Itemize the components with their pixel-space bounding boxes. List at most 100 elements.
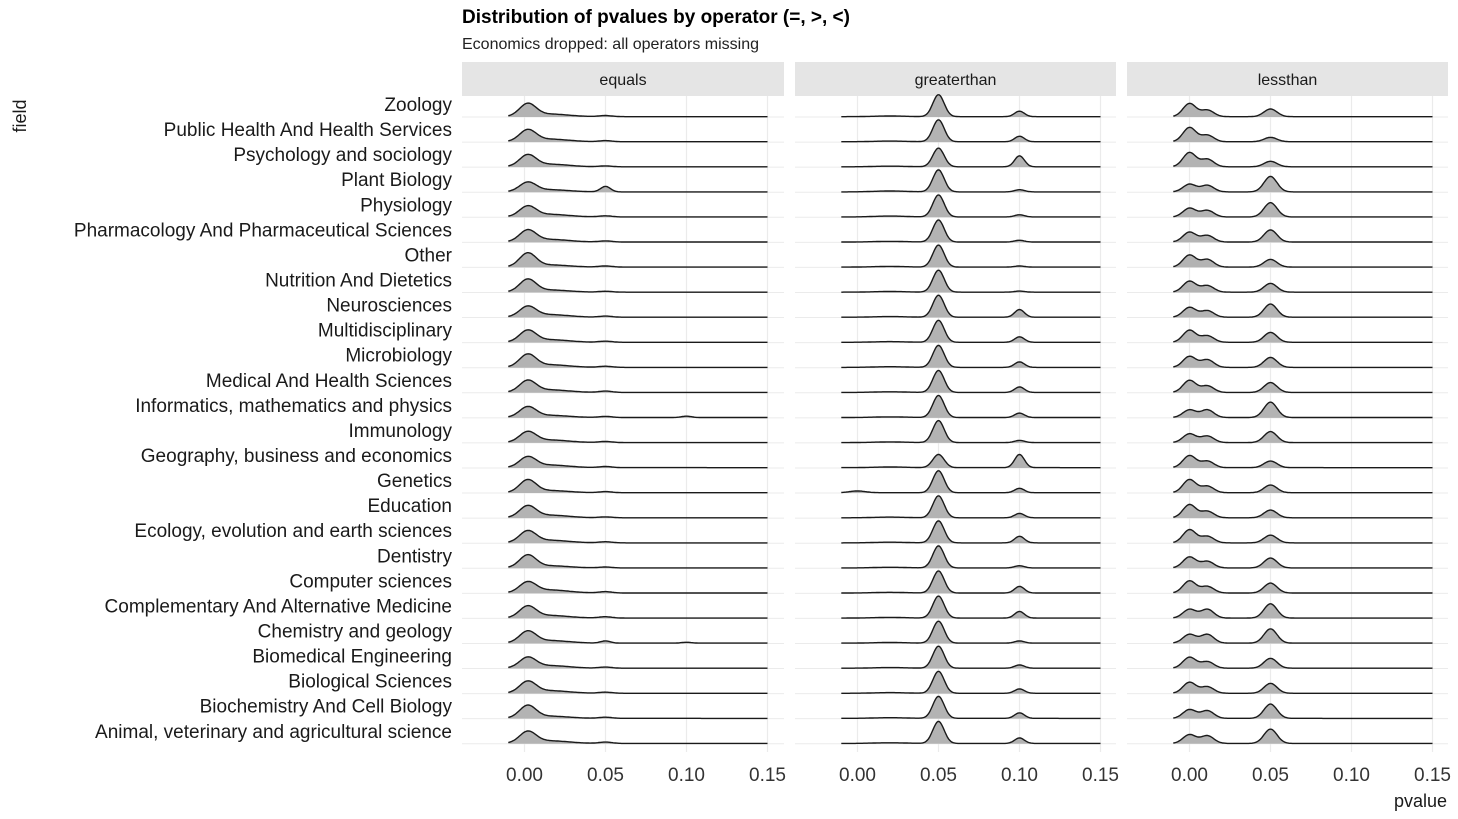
ridge-area-equals-16: [508, 505, 768, 519]
ridge-line-greaterthan-8: [841, 294, 1101, 318]
ridge-line-equals-6: [508, 252, 768, 268]
ridge-area-greaterthan-8: [841, 295, 1101, 318]
ridge-area-greaterthan-22: [841, 646, 1101, 669]
row-label: Biological Sciences: [288, 672, 452, 693]
ridge-line-equals-9: [508, 329, 768, 343]
ridge-line-lessthan-2: [1173, 151, 1433, 168]
ridge-area-lessthan-18: [1173, 556, 1433, 569]
y-axis-title: field: [10, 99, 30, 132]
ridge-area-lessthan-13: [1173, 431, 1433, 443]
ridge-line-lessthan-5: [1173, 229, 1433, 243]
row-label: Other: [404, 245, 452, 266]
facet-strip-background: [795, 62, 1116, 96]
x-tick-label: 0.00: [506, 765, 543, 786]
ridge-line-greaterthan-12: [841, 394, 1101, 419]
ridge-line-lessthan-19: [1173, 579, 1433, 594]
row-label: Nutrition And Dietetics: [265, 270, 452, 291]
ridge-area-greaterthan-4: [841, 195, 1101, 218]
ridge-line-equals-20: [508, 604, 768, 619]
ridge-area-lessthan-10: [1173, 356, 1433, 368]
ridge-area-equals-23: [508, 680, 768, 694]
ridge-line-greaterthan-10: [841, 344, 1101, 369]
ridge-line-equals-23: [508, 680, 768, 694]
ridge-line-equals-10: [508, 353, 768, 369]
x-tick-label: 0.00: [839, 765, 876, 786]
ridge-line-greaterthan-11: [841, 369, 1101, 394]
ridge-line-greaterthan-21: [841, 620, 1101, 644]
ridge-area-equals-9: [508, 329, 768, 343]
ridge-line-equals-13: [508, 430, 768, 444]
ridge-line-equals-16: [508, 504, 768, 519]
ridge-line-equals-19: [508, 580, 768, 594]
ridge-line-greaterthan-18: [841, 545, 1101, 569]
ridge-area-equals-7: [508, 278, 768, 293]
ridge-area-greaterthan-14: [841, 454, 1101, 468]
row-label: Plant Biology: [341, 170, 452, 191]
ridge-area-greaterthan-25: [841, 721, 1101, 744]
ridge-area-greaterthan-18: [841, 546, 1101, 569]
ridge-area-equals-25: [508, 730, 768, 744]
ridge-area-greaterthan-15: [841, 470, 1101, 494]
ridge-line-greaterthan-19: [841, 570, 1101, 594]
ridge-area-lessthan-24: [1173, 704, 1433, 719]
ridge-area-equals-19: [508, 581, 768, 594]
ridge-layer: [508, 94, 1433, 745]
row-label: Pharmacology And Pharmaceutical Sciences: [74, 220, 452, 241]
row-label: Neurosciences: [326, 296, 452, 317]
ridge-area-lessthan-12: [1173, 402, 1433, 418]
ridge-line-lessthan-17: [1173, 528, 1433, 544]
ridge-area-greaterthan-2: [841, 148, 1101, 168]
ridge-area-lessthan-5: [1173, 230, 1433, 243]
row-label: Informatics, mathematics and physics: [135, 396, 452, 417]
ridge-line-lessthan-16: [1173, 503, 1433, 519]
ridge-line-greaterthan-17: [841, 520, 1101, 544]
ridge-area-equals-6: [508, 252, 768, 268]
ridge-line-equals-24: [508, 704, 768, 720]
ridge-line-greaterthan-2: [841, 147, 1101, 168]
x-tick-label: 0.15: [1082, 765, 1119, 786]
ridge-line-greaterthan-20: [841, 595, 1101, 619]
ridge-area-lessthan-2: [1173, 152, 1433, 168]
row-label: Biomedical Engineering: [252, 647, 452, 668]
ridge-area-equals-3: [508, 181, 768, 193]
ridge-line-greaterthan-15: [841, 470, 1101, 494]
row-label: Biochemistry And Cell Biology: [200, 697, 453, 718]
ridge-line-equals-25: [508, 730, 768, 745]
ridge-area-equals-4: [508, 205, 768, 218]
ridge-line-lessthan-22: [1173, 656, 1433, 669]
row-label: Multidisciplinary: [318, 321, 453, 342]
row-label: Complementary And Alternative Medicine: [105, 596, 452, 617]
x-tick-label: 0.15: [1414, 765, 1451, 786]
ridge-area-lessthan-9: [1173, 330, 1433, 343]
row-label: Physiology: [360, 195, 452, 216]
ridge-area-greaterthan-1: [841, 119, 1101, 143]
x-tick-label: 0.10: [1001, 765, 1038, 786]
ridge-area-equals-15: [508, 479, 768, 494]
facet-strip-background: [1127, 62, 1448, 96]
ridge-area-lessthan-14: [1173, 455, 1433, 468]
ridge-area-greaterthan-17: [841, 521, 1101, 544]
ridge-line-lessthan-21: [1173, 628, 1433, 644]
row-label: Public Health And Health Services: [164, 120, 452, 141]
ridge-area-greaterthan-5: [841, 220, 1101, 243]
ridge-area-greaterthan-9: [841, 320, 1101, 343]
ridge-area-lessthan-6: [1173, 254, 1433, 268]
ridge-area-lessthan-8: [1173, 304, 1433, 318]
ridge-area-lessthan-22: [1173, 657, 1433, 669]
ridge-line-greaterthan-4: [841, 194, 1101, 218]
ridge-area-equals-13: [508, 431, 768, 443]
chart-subtitle: Economics dropped: all operators missing: [462, 36, 759, 53]
row-label: Medical And Health Sciences: [206, 371, 452, 392]
row-label: Microbiology: [345, 346, 452, 367]
ridge-area-equals-21: [508, 630, 768, 644]
ridge-line-lessthan-12: [1173, 401, 1433, 419]
ridge-area-greaterthan-6: [841, 245, 1101, 268]
ridge-area-lessthan-4: [1173, 202, 1433, 218]
ridge-area-greaterthan-21: [841, 621, 1101, 644]
ridge-area-greaterthan-20: [841, 596, 1101, 619]
ridge-line-greaterthan-24: [841, 695, 1101, 720]
ridge-line-equals-7: [508, 278, 768, 293]
x-axis-title: pvalue: [1394, 791, 1447, 811]
ridge-line-lessthan-18: [1173, 556, 1433, 569]
